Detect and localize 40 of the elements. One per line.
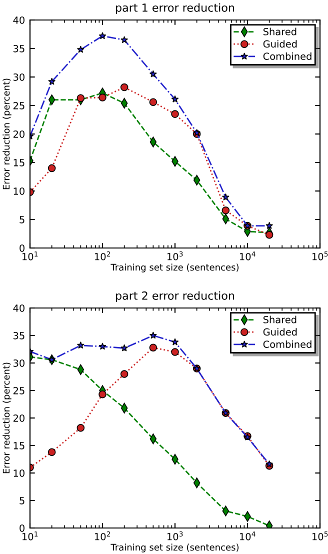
x-tick-label: 10$^{3}$ [168,531,183,540]
legend-label: Combined [263,52,312,60]
y-tick-label: 0 [20,244,24,252]
y-tick-label: 40 [13,304,24,312]
x-tick-label: 10$^{3}$ [168,251,183,260]
y-tick-label: 40 [13,16,24,24]
y-tick-label: 5 [20,497,24,504]
y-tick-label: 5 [20,216,24,224]
legend-label: Combined [263,340,312,348]
legend-label: Guided [263,328,297,336]
x-tick-label: 10$^{4}$ [240,252,256,260]
y-tick-label: 10 [14,469,24,477]
x-axis-title: Training set size (sentences) [110,544,239,552]
x-tick-label: 10$^{5}$ [312,532,328,540]
legend-label: Shared [263,316,296,324]
x-tick-label: 10$^{4}$ [240,532,256,540]
y-tick-label: 20 [13,414,24,422]
y-tick-label: 20 [13,130,24,138]
y-tick-label: 30 [14,73,24,81]
y-tick-label: 25 [13,102,24,110]
x-tick-label: 10$^{5}$ [312,252,328,260]
y-tick-label: 35 [14,44,24,52]
x-tick-label: 10$^{1}$ [22,532,38,540]
y-tick-label: 30 [14,359,24,367]
y-tick-label: 25 [13,386,24,394]
x-axis-title: Training set size (sentences) [110,264,239,272]
y-tick-label: 10 [14,187,24,195]
y-axis-title: Error reduction (percent) [2,78,12,190]
y-tick-label: 15 [14,442,24,450]
y-tick-label: 35 [14,332,24,340]
chart-title: part 2 error reduction [116,291,234,302]
x-tick-label: 10$^{2}$ [95,251,110,260]
x-tick-label: 10$^{2}$ [95,531,110,540]
chart-title: part 1 error reduction [116,3,234,14]
y-tick-label: 15 [14,159,24,166]
legend-label: Guided [263,40,297,48]
y-tick-label: 0 [20,524,24,532]
y-axis-title: Error reduction (percent) [2,362,12,474]
legend-label: Shared [263,28,296,36]
x-tick-label: 10$^{1}$ [22,252,38,260]
